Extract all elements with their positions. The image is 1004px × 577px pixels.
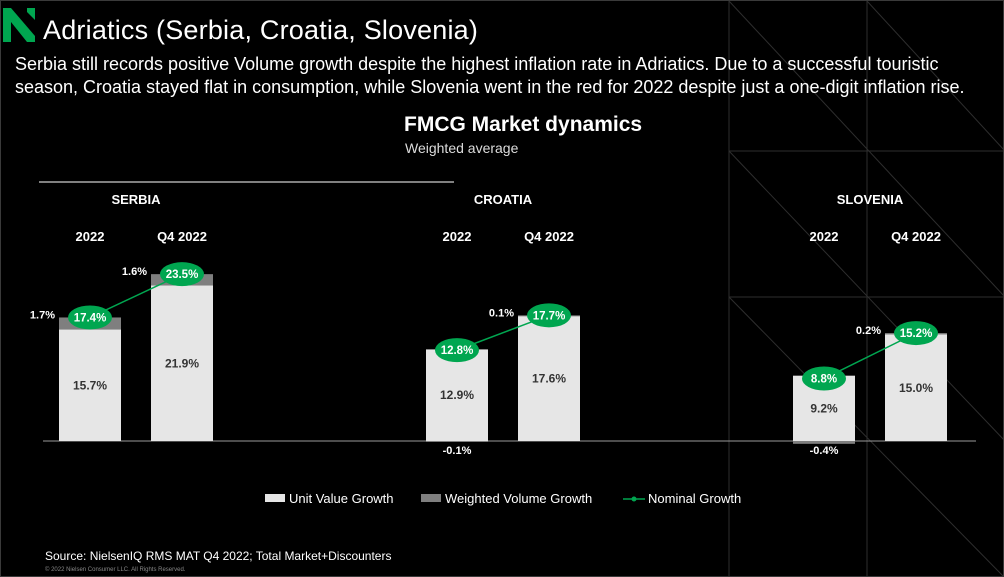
chart-subtitle: Weighted average xyxy=(405,140,519,156)
label-nominal-growth: 17.7% xyxy=(533,310,566,322)
label-weighted-volume: 0.2% xyxy=(856,325,881,337)
group-label-serbia: SERBIA xyxy=(111,192,161,207)
chart-title: FMCG Market dynamics xyxy=(404,113,643,136)
label-weighted-volume: -0.1% xyxy=(443,445,472,457)
label-unit-value: 17.6% xyxy=(532,372,566,386)
category-label: 2022 xyxy=(76,229,105,244)
bar-weighted-volume xyxy=(793,441,855,444)
nominal-growth-marker xyxy=(527,303,571,328)
nominal-growth-marker xyxy=(68,305,112,330)
label-nominal-growth: 8.8% xyxy=(811,374,837,386)
label-nominal-growth: 15.2% xyxy=(900,328,933,340)
source-note: Source: NielsenIQ RMS MAT Q4 2022; Total… xyxy=(45,549,392,563)
group-label-slovenia: SLOVENIA xyxy=(837,192,904,207)
page-subtitle: Serbia still records positive Volume gro… xyxy=(15,54,965,97)
nominal-growth-marker xyxy=(802,366,846,391)
category-label: 2022 xyxy=(443,229,472,244)
bar-unit-value xyxy=(151,285,213,441)
bar-unit-value xyxy=(426,349,488,441)
label-unit-value: 15.0% xyxy=(899,381,933,395)
bar-unit-value xyxy=(59,329,121,441)
label-nominal-growth: 12.8% xyxy=(441,345,474,357)
category-label: Q4 2022 xyxy=(157,229,207,244)
label-unit-value: 9.2% xyxy=(810,401,838,415)
label-nominal-growth: 23.5% xyxy=(166,269,199,281)
nominal-growth-marker xyxy=(160,262,204,287)
group-label-croatia: CROATIA xyxy=(474,192,533,207)
category-label: Q4 2022 xyxy=(524,229,574,244)
legend-label-weighted-volume: Weighted Volume Growth xyxy=(445,491,592,506)
bar-unit-value xyxy=(885,334,947,441)
nominal-growth-marker xyxy=(435,338,479,363)
page-title: Adriatics (Serbia, Croatia, Slovenia) xyxy=(43,15,479,45)
legend-label-nominal-growth: Nominal Growth xyxy=(648,491,741,506)
nominal-growth-marker xyxy=(894,321,938,346)
label-unit-value: 21.9% xyxy=(165,356,199,370)
label-unit-value: 15.7% xyxy=(73,378,107,392)
category-label: 2022 xyxy=(810,229,839,244)
category-label: Q4 2022 xyxy=(891,229,941,244)
label-weighted-volume: 1.7% xyxy=(30,309,55,321)
legend-marker-nominal-growth xyxy=(631,496,637,502)
label-weighted-volume: -0.4% xyxy=(810,445,839,457)
label-unit-value: 12.9% xyxy=(440,388,474,402)
legend-label-unit-value: Unit Value Growth xyxy=(289,491,394,506)
label-weighted-volume: 0.1% xyxy=(489,307,514,319)
bar-unit-value xyxy=(518,316,580,441)
legend-swatch-weighted-volume xyxy=(421,494,441,502)
legend-swatch-unit-value xyxy=(265,494,285,502)
bar-weighted-volume xyxy=(426,441,488,442)
label-nominal-growth: 17.4% xyxy=(74,312,107,324)
nielseniq-logo xyxy=(3,8,35,42)
copyright-note: © 2022 Nielsen Consumer LLC. All Rights … xyxy=(45,567,186,573)
label-weighted-volume: 1.6% xyxy=(122,266,147,278)
